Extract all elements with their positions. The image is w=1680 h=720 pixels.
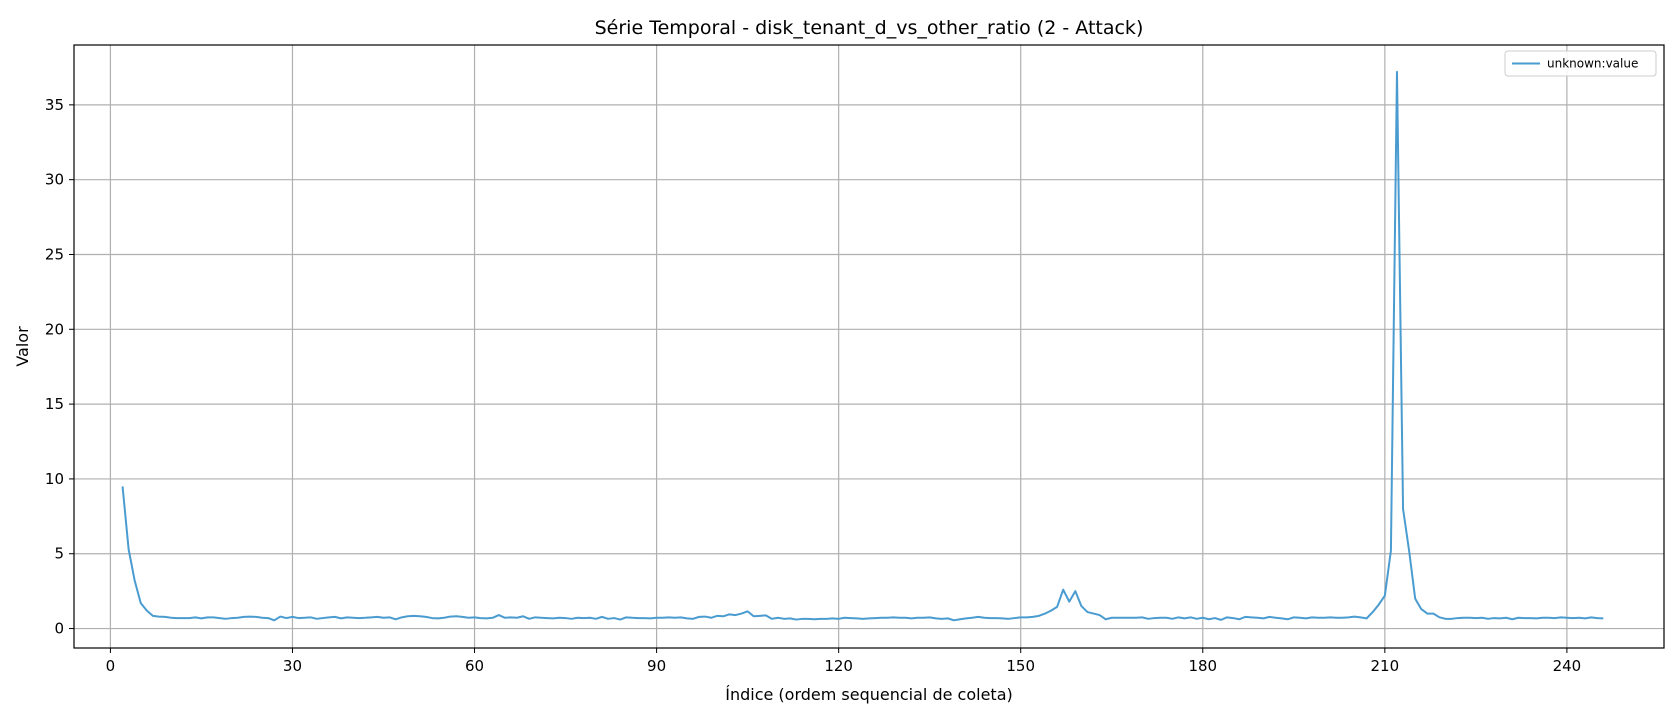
x-tick-label: 180 [1188,657,1217,675]
x-tick-label: 150 [1006,657,1035,675]
x-tick-label: 0 [106,657,116,675]
y-tick-label: 20 [45,320,64,338]
y-axis-ticks: 0 5 10 15 20 25 30 35 [45,96,74,638]
x-tick-label: 60 [465,657,484,675]
x-axis-ticks: 0 30 60 90 120 150 180 210 240 [106,648,1582,675]
x-axis-title: Índice (ordem sequencial de coleta) [725,685,1013,704]
x-tick-label: 30 [283,657,302,675]
legend-label: unknown:value [1547,57,1638,71]
y-tick-label: 15 [45,395,64,413]
y-tick-label: 35 [45,96,64,114]
plot-frame [73,44,1665,649]
x-tick-label: 120 [824,657,853,675]
y-tick-label: 5 [54,545,64,563]
x-tick-label: 90 [647,657,666,675]
legend-box [1504,50,1657,77]
y-axis-title: Valor [13,326,32,367]
y-tick-label: 30 [45,171,64,189]
series-line [121,70,1604,622]
y-tick-label: 10 [45,470,64,488]
chart-title: Série Temporal - disk_tenant_d_vs_other_… [595,17,1144,39]
x-tick-label: 210 [1371,657,1400,675]
y-tick-label: 25 [45,245,64,263]
x-tick-label: 240 [1553,657,1582,675]
y-tick-label: 0 [54,620,64,638]
series-layer [121,70,1604,622]
grid-lines [74,45,1664,648]
legend: unknown:value [1504,50,1657,77]
